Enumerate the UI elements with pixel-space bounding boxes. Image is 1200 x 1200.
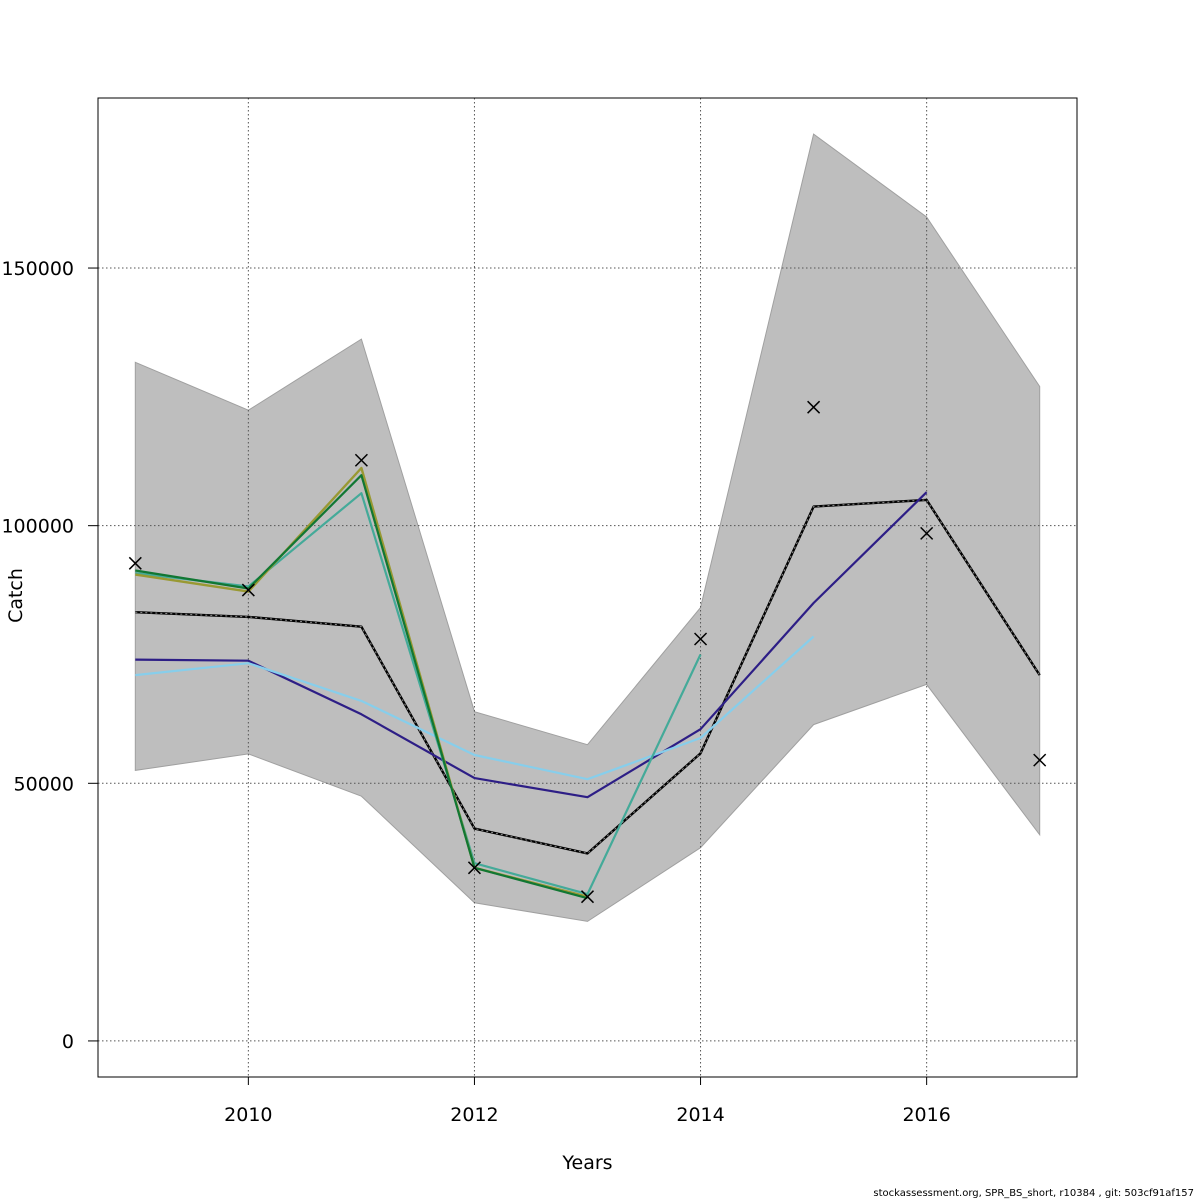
confidence-band (134, 133, 1041, 922)
confidence-band-layer (134, 133, 1041, 922)
series-line-5 (135, 474, 588, 900)
y-tick-label: 0 (62, 1031, 74, 1053)
observed-point-stroke (580, 890, 595, 904)
x-axis-title: Years (561, 1152, 612, 1174)
observed-point-marker (1033, 753, 1047, 767)
observed-point-marker (920, 526, 934, 540)
y-tick-label: 50000 (14, 773, 74, 795)
x-tick-label: 2016 (902, 1104, 950, 1126)
observed-point-stroke (694, 632, 708, 646)
observed-point-marker (241, 583, 255, 597)
y-axis-title: Catch (5, 568, 27, 623)
series-line-0-dash (135, 499, 1041, 854)
observed-point-stroke (128, 556, 142, 570)
series-line-3 (135, 492, 702, 896)
observed-point-stroke (241, 583, 255, 597)
observed-marker-layer (128, 400, 1047, 904)
observed-point-marker (128, 556, 142, 570)
x-tick-label: 2012 (450, 1104, 498, 1126)
plot-frame (97, 97, 1078, 1078)
y-tick-label: 150000 (1, 258, 74, 280)
observed-point-marker (694, 632, 708, 646)
observed-point-marker (354, 453, 368, 467)
observed-point-stroke (467, 861, 481, 875)
y-axis: 0 50000 100000 150000 (1, 258, 98, 1053)
observed-point-stroke (354, 453, 368, 467)
observed-point-marker (580, 890, 595, 904)
observed-point-marker (807, 400, 821, 414)
observed-point-marker (467, 861, 481, 875)
x-tick-label: 2010 (224, 1104, 272, 1126)
footer-credit: stockassessment.org, SPR_BS_short, r1038… (873, 1188, 1194, 1199)
x-axis: 2010 2012 2014 2016 (224, 1077, 951, 1126)
observed-point-stroke (807, 400, 821, 414)
series-line-2 (135, 635, 815, 781)
observed-point-stroke (1033, 753, 1047, 767)
series-layer (135, 466, 1041, 900)
x-tick-label: 2014 (676, 1104, 724, 1126)
observed-point-stroke (920, 526, 934, 540)
y-tick-label: 100000 (1, 516, 74, 538)
